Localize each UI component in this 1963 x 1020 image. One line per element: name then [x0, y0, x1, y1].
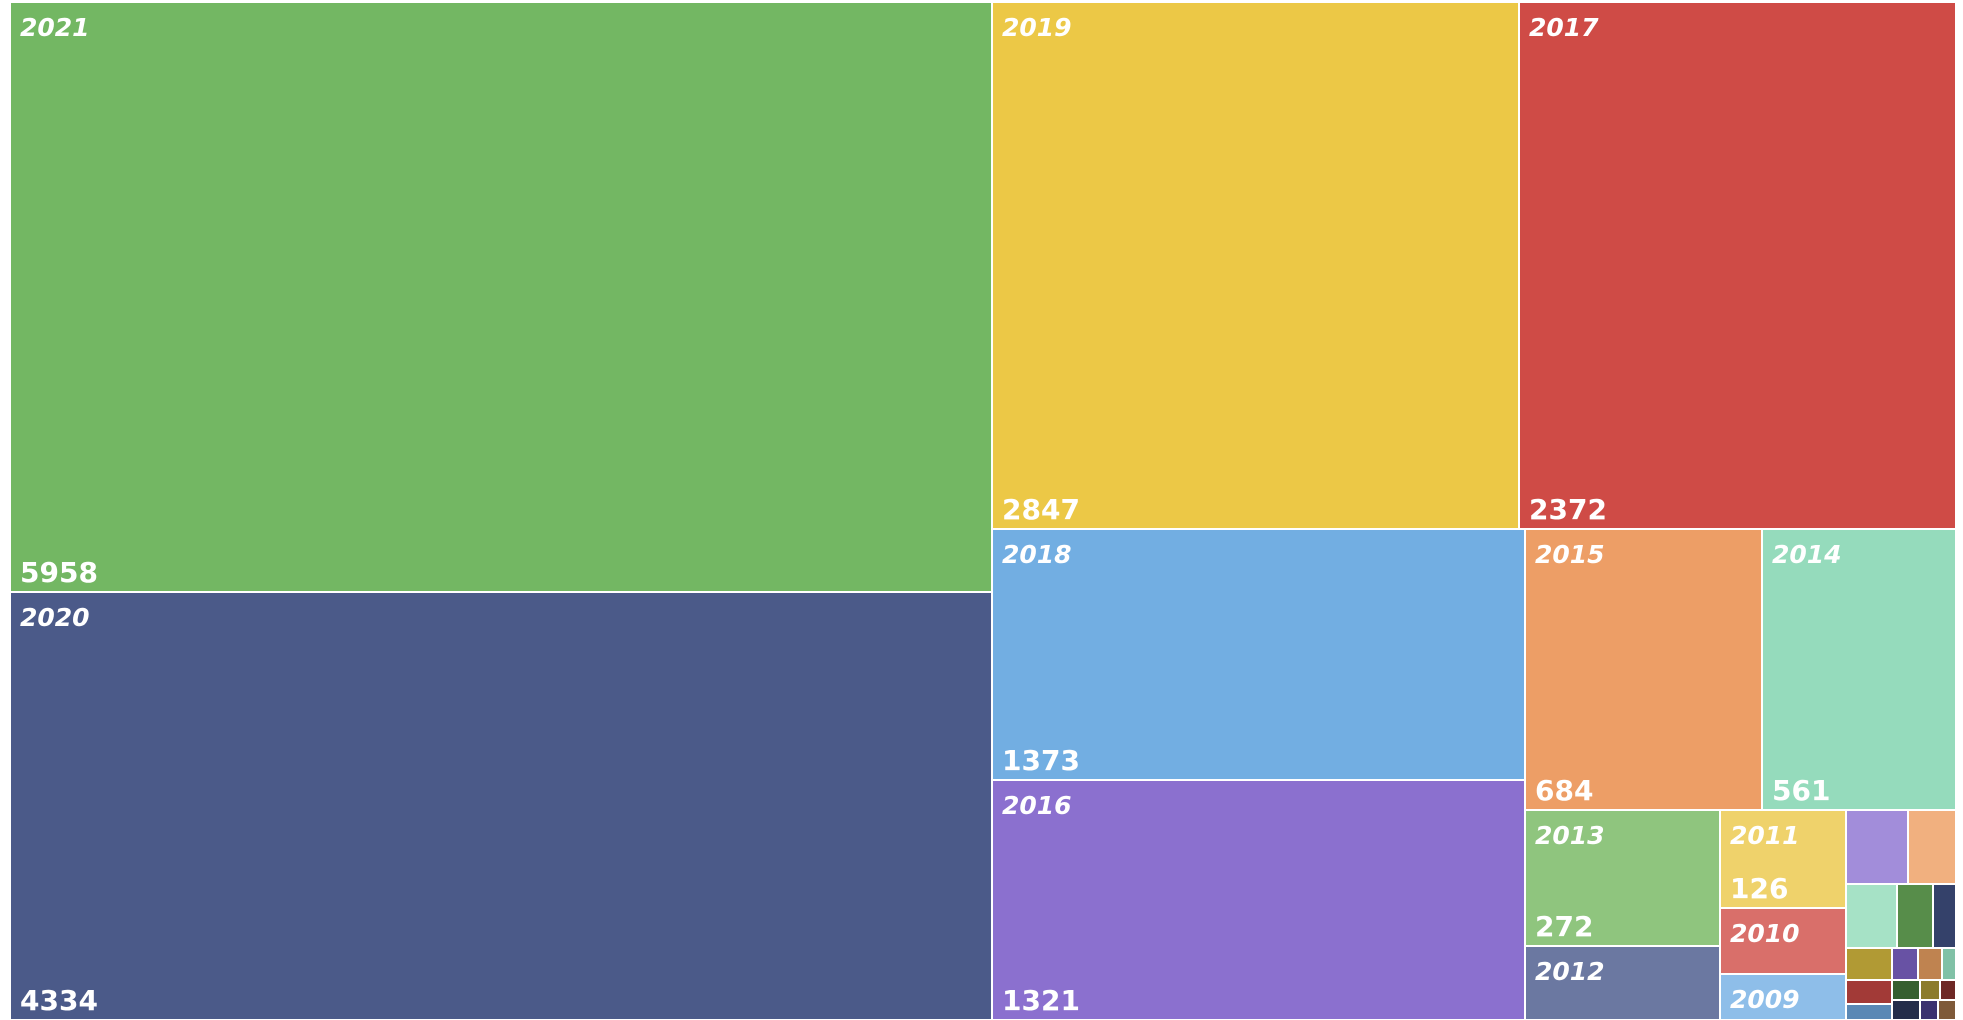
- tile-2018[interactable]: [991, 528, 1526, 781]
- tile-2013[interactable]: [1524, 809, 1721, 947]
- tile-year-label-2018: 2018: [1002, 540, 1072, 569]
- tile-2019[interactable]: [991, 1, 1520, 530]
- tile-year-label-2011: 2011: [1730, 821, 1800, 850]
- tile-year-label-2019: 2019: [1002, 13, 1072, 42]
- tile-value-label-2018: 1373: [1002, 744, 1080, 777]
- small-tile-4[interactable]: [1896, 883, 1934, 949]
- small-tile-12[interactable]: [1919, 979, 1941, 1001]
- tile-2014[interactable]: [1761, 528, 1957, 811]
- tile-year-label-2021: 2021: [20, 13, 90, 42]
- tile-value-label-2014: 561: [1772, 774, 1830, 807]
- tile-value-label-2015: 684: [1535, 774, 1593, 807]
- small-tile-14[interactable]: [1845, 1003, 1893, 1020]
- small-tile-2[interactable]: [1907, 809, 1957, 885]
- small-tile-3[interactable]: [1845, 883, 1898, 949]
- tile-value-label-2017: 2372: [1529, 493, 1607, 526]
- small-tile-16[interactable]: [1919, 999, 1939, 1020]
- small-tile-10[interactable]: [1845, 979, 1893, 1005]
- tile-year-label-2016: 2016: [1002, 791, 1072, 820]
- tile-year-label-2020: 2020: [20, 603, 90, 632]
- tile-2021[interactable]: [9, 1, 993, 593]
- small-tile-5[interactable]: [1932, 883, 1957, 949]
- small-tile-17[interactable]: [1937, 999, 1957, 1020]
- small-tile-6[interactable]: [1845, 947, 1893, 981]
- tile-2017[interactable]: [1518, 1, 1957, 530]
- tile-year-label-2010: 2010: [1730, 919, 1800, 948]
- small-tile-1[interactable]: [1845, 809, 1909, 885]
- tile-value-label-2019: 2847: [1002, 493, 1080, 526]
- tile-2020[interactable]: [9, 591, 993, 1020]
- small-tile-13[interactable]: [1939, 979, 1957, 1001]
- tile-year-label-2009: 2009: [1730, 985, 1800, 1014]
- small-tile-15[interactable]: [1891, 999, 1921, 1020]
- tile-year-label-2015: 2015: [1535, 540, 1605, 569]
- tile-value-label-2013: 272: [1535, 910, 1593, 943]
- tile-year-label-2017: 2017: [1529, 13, 1599, 42]
- small-tile-8[interactable]: [1917, 947, 1943, 981]
- tile-value-label-2016: 1321: [1002, 984, 1080, 1017]
- small-tile-11[interactable]: [1891, 979, 1921, 1001]
- tile-value-label-2021: 5958: [20, 556, 98, 589]
- tile-value-label-2011: 126: [1730, 872, 1788, 905]
- tile-2015[interactable]: [1524, 528, 1763, 811]
- small-tile-9[interactable]: [1941, 947, 1957, 981]
- tile-2016[interactable]: [991, 779, 1526, 1020]
- tile-2012[interactable]: [1524, 945, 1721, 1020]
- tile-year-label-2013: 2013: [1535, 821, 1605, 850]
- tile-value-label-2020: 4334: [20, 984, 98, 1017]
- tile-year-label-2014: 2014: [1772, 540, 1842, 569]
- small-tile-7[interactable]: [1891, 947, 1919, 981]
- tile-year-label-2012: 2012: [1535, 957, 1605, 986]
